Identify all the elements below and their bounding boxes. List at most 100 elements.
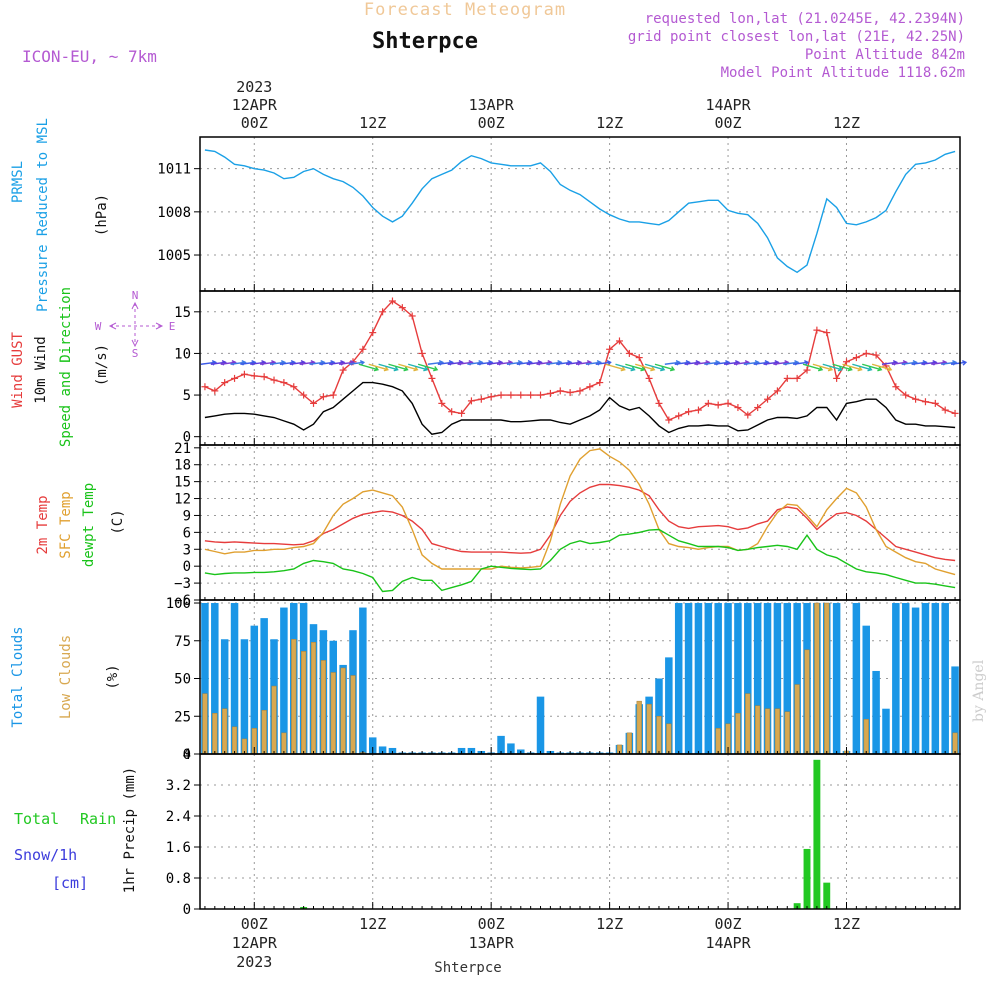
axis-layer: 100510081011051015−6−3036912151821025507… <box>157 78 956 971</box>
wind-arrow-shaft <box>812 363 833 371</box>
temp2m-label: 2m Temp <box>35 495 51 554</box>
y-tick-label: 0.8 <box>166 871 191 887</box>
gust-marker <box>842 358 850 366</box>
compass-east-arrow-icon <box>155 322 164 330</box>
gust-marker <box>250 372 258 380</box>
total-cloud-bar <box>230 603 239 754</box>
wind-arrow-shaft <box>842 363 862 371</box>
total-cloud-bar <box>734 603 742 754</box>
total-cloud-bar <box>368 737 377 754</box>
low-cloud-bar <box>735 712 741 755</box>
low-cloud-bar <box>863 719 869 755</box>
low-cloud-bar <box>271 685 277 755</box>
gust-marker <box>872 351 880 359</box>
wind-arrow-shaft <box>911 361 927 365</box>
wind-dir-label: Speed and Direction <box>58 287 74 447</box>
point-altitude: Point Altitude 842m <box>805 47 965 63</box>
wind-arrow-shaft <box>635 363 655 371</box>
pressure-side-labels: PRMSL Pressure Reduced to MSL (hPa) <box>10 118 110 312</box>
gust-marker <box>527 391 535 399</box>
wind-arrow-shaft <box>240 361 256 365</box>
wind-arrow-shaft <box>437 361 453 365</box>
gust-marker <box>418 349 426 357</box>
total-cloud-bar <box>497 735 505 754</box>
gust-marker <box>438 399 446 407</box>
wind-arrow-shaft <box>862 363 882 371</box>
top-time-label: 00Z <box>478 114 505 132</box>
wind-arrow-head <box>650 366 656 372</box>
y-tick-label: 1008 <box>157 205 191 221</box>
wind-arrow-head <box>606 360 612 366</box>
low-cloud-bar <box>222 708 228 755</box>
y-tick-label: 3 <box>183 542 191 558</box>
gust-marker <box>537 391 545 399</box>
top-time-label: 13APR <box>469 96 515 114</box>
wind-arrow-shaft <box>694 361 710 365</box>
wind-arrow-shaft <box>644 363 665 371</box>
wind-arrow-shaft <box>822 363 842 371</box>
wind-arrow-head <box>393 366 399 372</box>
wind-arrow-icon <box>871 363 893 372</box>
top-time-label: 12Z <box>359 114 386 132</box>
low-cloud-bar <box>350 675 356 755</box>
precip-bar <box>803 848 811 909</box>
wind-arrow-icon <box>812 363 834 372</box>
total-cloud-bar <box>832 603 841 754</box>
y-tick-label: 18 <box>174 458 191 474</box>
y-tick-label: 2.4 <box>166 809 191 825</box>
wind-arrow-shaft <box>832 363 852 371</box>
top-time-label: 14APR <box>705 96 751 114</box>
wind-arrow-icon <box>625 363 646 372</box>
wind-arrow-head <box>620 366 626 372</box>
gust-marker <box>615 337 623 345</box>
wind-arrow-icon <box>832 363 853 372</box>
wind-arrow-shaft <box>783 361 799 365</box>
total-cloud-bar <box>378 746 387 754</box>
gust-marker <box>507 391 515 399</box>
panel-frame <box>199 753 961 910</box>
cloud-unit: (%) <box>105 664 121 689</box>
low-cloud-bar <box>814 602 820 755</box>
wind-arrow-head <box>961 360 968 366</box>
wind-arrow-head <box>847 366 853 372</box>
gust-marker <box>704 399 712 407</box>
total-cloud-bar <box>240 639 249 754</box>
bottom-time-label: 12Z <box>833 915 860 933</box>
wind-arrow-icon <box>388 363 409 372</box>
compass-east: E <box>169 320 176 333</box>
gust-marker <box>408 312 416 320</box>
wind-arrow-shaft <box>733 361 749 365</box>
line-prmsl <box>204 149 956 274</box>
wind-arrow-head <box>630 366 636 372</box>
total-cloud-bar <box>694 603 703 754</box>
gust-marker <box>300 391 308 399</box>
gust-marker <box>270 376 278 384</box>
gust-marker <box>586 383 594 391</box>
y-tick-label: 15 <box>174 305 191 321</box>
gust-marker <box>388 297 396 305</box>
wind-side-labels: Wind GUST 10m Wind Speed and Direction (… <box>10 287 175 447</box>
total-cloud-bar <box>793 603 801 754</box>
low-cloud-bar <box>636 700 642 755</box>
wind-arrow-shaft <box>319 361 335 365</box>
gust-marker <box>714 401 722 409</box>
gust-marker <box>803 366 811 374</box>
model-label: ICON-EU, ~ 7km <box>22 47 157 66</box>
grid-layer <box>200 137 960 909</box>
y-tick-label: 4 <box>183 747 191 763</box>
line-10m-wind <box>204 381 956 435</box>
total-cloud-bar <box>467 747 476 754</box>
wind-arrow-shaft <box>220 361 236 365</box>
total-cloud-bar <box>882 708 890 754</box>
bottom-time-label: 12APR <box>232 934 278 952</box>
wind-arrow-head <box>640 366 646 372</box>
wind-arrow-shaft <box>477 361 493 365</box>
total-cloud-bar <box>744 603 752 754</box>
low-cloud-bar <box>764 708 771 755</box>
wind-arrow-head <box>413 366 419 372</box>
total-cloud-bar <box>201 603 209 754</box>
wind-arrow-head <box>887 366 893 372</box>
total-cloud-bar <box>872 670 880 754</box>
total-cloud-bar <box>536 696 545 754</box>
